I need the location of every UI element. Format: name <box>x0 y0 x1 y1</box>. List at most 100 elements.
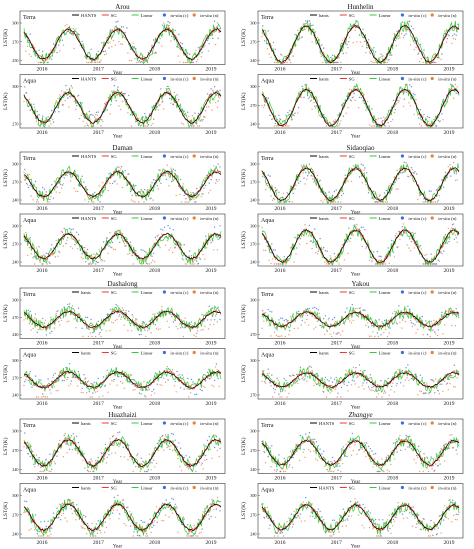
insitu-c-point <box>371 386 373 389</box>
insitu-c-point <box>40 379 42 381</box>
sensor-label-zhangye-terra: Terra <box>261 423 274 429</box>
insitu-n-point <box>451 433 453 436</box>
insitu-n-point <box>141 263 143 265</box>
insitu-c-point <box>92 392 94 394</box>
insitu-n-point <box>397 102 399 104</box>
insitu-c-point <box>43 322 46 324</box>
insitu-n-point <box>191 263 193 265</box>
insitu-c-point <box>428 190 431 192</box>
insitu-n-point <box>37 201 39 203</box>
insitu-c-point <box>366 172 368 174</box>
insitu-n-point <box>395 45 397 47</box>
insitu-c-point <box>351 379 353 381</box>
insitu-c-point <box>192 535 194 537</box>
insitu-n-point <box>358 386 360 388</box>
insitu-c-point <box>364 507 366 509</box>
insitu-n-point <box>39 535 41 537</box>
insitu-n-point <box>75 327 77 329</box>
insitu-n-point <box>218 179 220 181</box>
insitu-n-point <box>69 246 72 248</box>
insitu-c-point <box>167 85 169 88</box>
insitu-n-point <box>73 187 75 189</box>
insitu-n-point <box>71 448 74 451</box>
insitu-c-point <box>138 392 141 394</box>
insitu-n-point <box>148 388 151 391</box>
insitu-c-point <box>76 231 78 233</box>
x-tick-label-hunhelin-aqua-2017: 2017 <box>331 130 342 136</box>
insitu-n-point <box>155 462 158 465</box>
insitu-c-point <box>271 445 273 447</box>
insitu-c-point <box>405 91 407 93</box>
insitu-c-point <box>326 250 328 252</box>
y-tick-label-dashalong-aqua-2: 240 <box>12 393 18 398</box>
x-axis-label-hunhelin-terra: Year <box>351 71 361 76</box>
panel-frame-arou-aqua <box>19 74 226 129</box>
insitu-n-point <box>116 183 118 185</box>
insitu-c-point <box>205 184 207 187</box>
insitu-n-point <box>211 176 213 178</box>
insitu-n-point <box>134 320 136 322</box>
insitu-n-point <box>433 118 435 121</box>
insitu-n-point <box>381 121 383 123</box>
insitu-c-point <box>407 29 409 31</box>
insitu-n-point <box>114 180 117 182</box>
insitu-n-point <box>180 122 183 124</box>
insitu-n-point <box>175 391 177 393</box>
legend-label-dashalong-aqua-0: hants <box>81 351 91 356</box>
insitu-n-point <box>30 329 32 331</box>
x-tick-label-zhangye-terra-2019: 2019 <box>444 476 455 482</box>
site-title-zhangye: Zhangye <box>348 411 372 419</box>
x-tick-label-sidaoqiao-terra-2016: 2016 <box>275 206 286 212</box>
insitu-c-point <box>54 372 56 375</box>
insitu-c-point <box>333 519 336 521</box>
insitu-c-point <box>419 374 422 376</box>
insitu-c-point <box>144 189 146 191</box>
insitu-n-point <box>209 448 211 451</box>
insitu-n-point <box>94 114 97 116</box>
insitu-n-point <box>44 396 47 398</box>
insitu-n-point <box>121 307 124 309</box>
x-tick-label-hunhelin-aqua-2019: 2019 <box>444 130 455 136</box>
insitu-c-point <box>314 228 316 230</box>
insitu-n-point <box>211 384 213 386</box>
insitu-c-point <box>340 194 343 197</box>
insitu-c-point <box>117 494 119 497</box>
insitu-c-point <box>274 187 276 189</box>
insitu-c-point <box>382 470 384 472</box>
y-tick-label-dashalong-aqua-1: 270 <box>12 375 18 380</box>
insitu-c-point <box>441 311 443 314</box>
insitu-c-point <box>435 263 438 265</box>
insitu-n-point <box>59 191 61 194</box>
insitu-c-point <box>280 53 282 55</box>
insitu-c-point <box>281 532 284 534</box>
insitu-c-point <box>407 446 409 448</box>
insitu-n-point <box>311 108 313 110</box>
insitu-n-point <box>41 329 43 331</box>
sensor-label-arou-aqua: Aqua <box>23 79 36 85</box>
insitu-n-point <box>354 498 356 500</box>
insitu-c-point <box>348 441 350 443</box>
insitu-n-point <box>415 462 417 464</box>
insitu-c-point <box>417 52 420 54</box>
insitu-c-point <box>310 439 312 441</box>
insitu-c-point <box>299 180 302 183</box>
insitu-c-point <box>52 512 55 514</box>
x-tick-label-hunhelin-terra-2018: 2018 <box>387 67 398 73</box>
y-tick-label-hunhelin-aqua-1: 270 <box>250 103 256 108</box>
insitu-n-point <box>182 183 185 185</box>
insitu-n-point <box>282 192 285 195</box>
insitu-n-point <box>397 369 399 371</box>
insitu-c-point <box>77 233 80 236</box>
insitu-c-point <box>324 192 327 194</box>
insitu-c-point <box>346 518 348 520</box>
insitu-c-point <box>342 115 345 117</box>
insitu-n-point <box>367 240 369 242</box>
legend-swatch-sidaoqiao-terra-4 <box>430 154 434 158</box>
insitu-n-point <box>78 117 81 120</box>
insitu-n-point <box>413 247 415 249</box>
insitu-c-point <box>47 378 49 380</box>
x-tick-label-sidaoqiao-aqua-2016: 2016 <box>275 268 286 274</box>
insitu-n-point <box>302 376 304 378</box>
insitu-n-point <box>209 323 211 326</box>
legend-label-dashalong-terra-1: SG <box>111 290 118 295</box>
